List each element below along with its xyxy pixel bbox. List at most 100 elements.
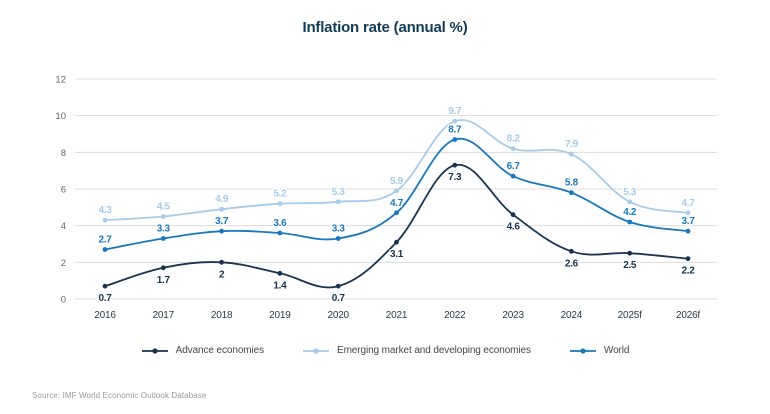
data-label: 5.3 bbox=[332, 187, 346, 198]
data-point bbox=[394, 210, 399, 216]
gridlines: 0 2 4 6 8 10 12 bbox=[55, 75, 717, 306]
legend-label: Emerging market and developing economies bbox=[337, 345, 531, 356]
y-axis-tick: 12 bbox=[55, 75, 66, 86]
data-label: 4.9 bbox=[215, 194, 229, 205]
data-label: 5.9 bbox=[390, 176, 404, 187]
data-point bbox=[335, 283, 341, 289]
data-point bbox=[219, 228, 225, 234]
data-label: 3.3 bbox=[332, 224, 346, 235]
data-point bbox=[160, 265, 166, 271]
data-label: 3.1 bbox=[390, 249, 404, 260]
data-point bbox=[219, 259, 225, 265]
data-point bbox=[627, 250, 633, 256]
data-label: 0.7 bbox=[332, 293, 346, 304]
y-axis-tick: 2 bbox=[61, 258, 66, 269]
data-point bbox=[685, 228, 691, 234]
data-label: 5.3 bbox=[623, 187, 637, 198]
data-label: 2.6 bbox=[565, 258, 579, 269]
series-advance-economies: 0.7 1.7 2 1.4 0.7 3.1 7.3 4.6 2.6 2.5 2.2 bbox=[97, 162, 697, 306]
data-label: 3.6 bbox=[273, 218, 287, 229]
data-point bbox=[685, 210, 691, 216]
x-axis-tick: 2017 bbox=[153, 310, 175, 321]
x-axis-tick: 2021 bbox=[386, 310, 408, 321]
data-label: 6.7 bbox=[507, 161, 521, 172]
data-point bbox=[394, 239, 399, 245]
series-line-advance-economies bbox=[104, 164, 689, 289]
data-point bbox=[452, 137, 458, 142]
series-line-emerging-market-and-developing-economies bbox=[104, 119, 689, 222]
data-label: 3.7 bbox=[215, 216, 229, 227]
data-label: 2.5 bbox=[623, 260, 637, 271]
data-point bbox=[394, 188, 399, 194]
data-point bbox=[335, 199, 341, 205]
legend-item-world[interactable]: World bbox=[569, 345, 629, 356]
data-point bbox=[102, 247, 108, 252]
data-label: 1.7 bbox=[157, 275, 171, 286]
x-axis-tick: 2024 bbox=[561, 310, 583, 321]
y-axis-tick: 0 bbox=[61, 295, 66, 306]
y-axis-tick: 8 bbox=[61, 148, 66, 159]
data-point bbox=[510, 173, 516, 179]
legend-item-advance-economies[interactable]: Advance economies bbox=[141, 345, 264, 356]
x-axis-tick: 2026f bbox=[676, 310, 700, 321]
y-axis-tick: 6 bbox=[61, 185, 66, 196]
x-axis-tick: 2018 bbox=[211, 310, 233, 321]
x-axis-tick: 2025f bbox=[618, 310, 642, 321]
data-label: 4.7 bbox=[390, 198, 404, 209]
data-label: 8.7 bbox=[448, 125, 462, 136]
y-axis-tick: 10 bbox=[55, 111, 66, 122]
data-label: 4.5 bbox=[157, 202, 171, 213]
source-note: Source: IMF World Economic Outlook Datab… bbox=[32, 391, 207, 400]
data-point bbox=[277, 201, 283, 207]
data-point bbox=[685, 256, 691, 262]
x-axis-tick: 2016 bbox=[94, 310, 116, 321]
data-label: 3.7 bbox=[681, 216, 695, 227]
data-point bbox=[160, 214, 166, 219]
data-point bbox=[569, 190, 574, 196]
data-point bbox=[219, 206, 225, 212]
data-point bbox=[510, 146, 516, 152]
data-point bbox=[569, 151, 574, 157]
data-label: 4.2 bbox=[623, 207, 637, 218]
legend-marker-icon bbox=[141, 347, 168, 354]
series-world: 2.7 3.3 3.7 3.6 3.3 4.7 8.7 6.7 5.8 4.2 3.7 bbox=[97, 123, 697, 252]
legend-marker-icon bbox=[303, 347, 329, 354]
data-label: 7.3 bbox=[448, 172, 462, 183]
legend-label: Advance economies bbox=[175, 345, 264, 356]
x-axis-tick: 2019 bbox=[269, 310, 291, 321]
data-point bbox=[627, 199, 633, 205]
legend-marker-icon bbox=[569, 347, 596, 354]
data-point bbox=[510, 212, 516, 218]
data-label: 4.3 bbox=[98, 205, 112, 216]
line-chart: 0 2 4 6 8 10 12 2016 2017 2018 2019 2020 2021 2022 202… bbox=[55, 75, 717, 321]
data-label: 5.8 bbox=[565, 178, 579, 189]
chart-title: Inflation rate (annual %) bbox=[302, 19, 468, 36]
data-point bbox=[627, 219, 633, 225]
data-label: 9.7 bbox=[448, 106, 462, 117]
series-line-world bbox=[104, 137, 689, 251]
series-emerging-market-and-developing-economies: 4.3 4.5 4.9 5.2 5.3 5.9 9.7 8.2 7.9 5.3 4.7 bbox=[97, 105, 697, 223]
data-label: 2.7 bbox=[98, 235, 112, 246]
x-axis-labels: 2016 2017 2018 2019 2020 2021 2022 2023 2024 2025… bbox=[94, 310, 700, 321]
data-point bbox=[102, 217, 108, 223]
data-point bbox=[452, 118, 458, 124]
data-label: 2 bbox=[219, 269, 225, 280]
data-label: 4.6 bbox=[507, 222, 521, 233]
data-point bbox=[102, 283, 108, 289]
data-point bbox=[335, 236, 341, 241]
data-label: 3.3 bbox=[157, 224, 171, 235]
legend-item-emerging-market-and-developing-economies[interactable]: Emerging market and developing economies bbox=[302, 345, 531, 356]
data-point bbox=[277, 230, 283, 236]
data-label: 1.4 bbox=[273, 280, 287, 291]
data-label: 2.2 bbox=[681, 266, 695, 277]
x-axis-tick: 2023 bbox=[502, 310, 524, 321]
x-axis-tick: 2020 bbox=[327, 310, 349, 321]
legend-label: World bbox=[603, 345, 630, 356]
data-point bbox=[452, 162, 458, 168]
data-label: 8.2 bbox=[507, 134, 521, 145]
chart-legend: Advance economies Emerging market and dev… bbox=[0, 345, 770, 356]
data-label: 4.7 bbox=[681, 198, 695, 209]
data-point bbox=[569, 248, 574, 254]
data-point bbox=[160, 236, 166, 241]
